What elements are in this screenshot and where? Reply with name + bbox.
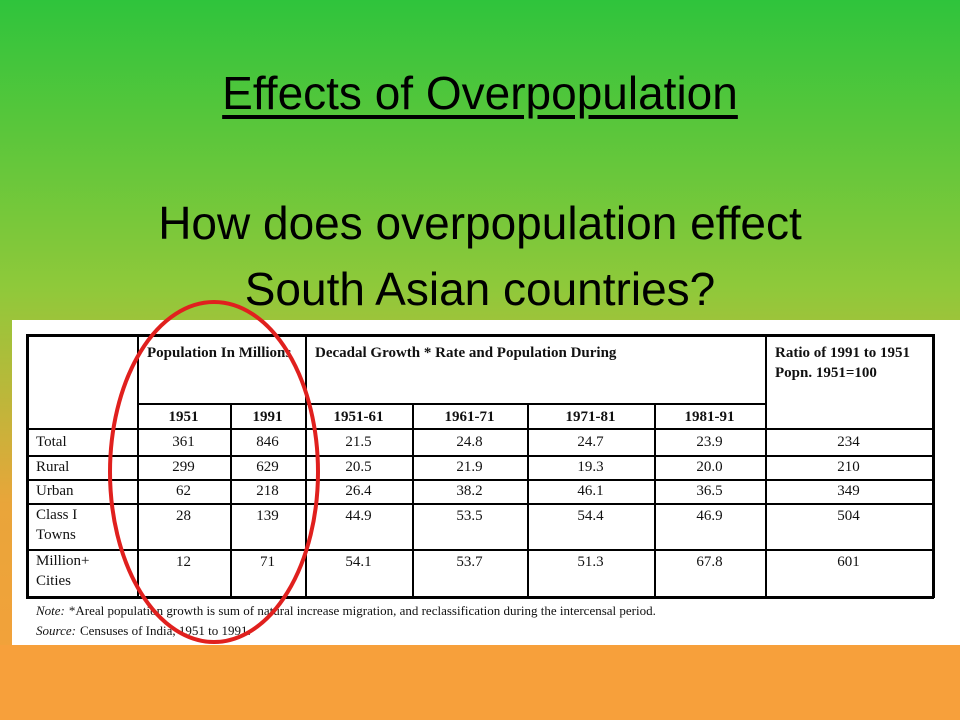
table-rule	[654, 403, 656, 597]
table-rule	[765, 334, 767, 597]
table-cell: 21.5	[345, 434, 372, 450]
source-text: Censuses of India, 1951 to 1991.	[79, 623, 251, 638]
table-cell: 218	[256, 482, 279, 499]
table-cell: 19.3	[577, 458, 604, 475]
table-cell: 24.8	[456, 434, 483, 450]
table-cell: 44.9	[345, 507, 372, 524]
column-header: 1981-91	[684, 409, 735, 425]
table-rule	[932, 334, 935, 598]
note: Note: *Areal population growth is sum of …	[36, 603, 656, 619]
table-cell: 361	[172, 434, 195, 450]
table-rule	[527, 403, 529, 597]
table-cell: 54.4	[577, 507, 604, 524]
row-label-line: Towns	[36, 527, 76, 543]
bottom-band	[0, 645, 960, 720]
table-cell: 20.5	[345, 458, 372, 475]
table-rule	[230, 403, 232, 597]
column-header: 1951-61	[333, 409, 384, 425]
table-cell: 71	[260, 553, 275, 570]
table-cell: 21.9	[456, 458, 483, 475]
row-label: Urban	[26, 479, 137, 503]
note-label: Note:	[36, 603, 65, 618]
table-cell: 46.9	[696, 507, 723, 524]
table-rule	[26, 479, 932, 481]
row-label-line: Total	[36, 434, 67, 450]
table-cell: 28	[176, 507, 191, 524]
table-cell: 26.4	[345, 482, 372, 499]
table-rule	[26, 428, 932, 430]
note-text: *Areal population growth is sum of natur…	[68, 603, 656, 618]
source-label: Source:	[36, 623, 76, 638]
column-header: 1951	[168, 409, 199, 425]
table-rule	[137, 403, 765, 405]
row-label: Million+ Cities	[26, 549, 137, 597]
table-rule	[137, 334, 139, 597]
table-cell: 601	[837, 553, 860, 570]
row-label-line: Cities	[36, 573, 72, 589]
row-label: Rural	[26, 455, 137, 479]
table-rule	[26, 334, 29, 598]
group-header: Population In Millions	[147, 345, 292, 361]
table-cell: 20.0	[696, 458, 723, 475]
table-rule	[26, 455, 932, 457]
table-cell: 62	[176, 482, 191, 499]
table-cell: 139	[256, 507, 279, 524]
table-rule	[412, 403, 414, 597]
group-header: Decadal Growth * Rate and Population Dur…	[315, 345, 617, 361]
row-label-line: Rural	[36, 459, 70, 475]
row-label-line: Class I	[36, 507, 78, 523]
group-header: Ratio of 1991 to 1951 Popn. 1951=100	[775, 345, 910, 381]
row-label: Total	[26, 430, 137, 455]
table-cell: 36.5	[696, 482, 723, 499]
table-rule	[26, 503, 932, 505]
source: Source: Censuses of India, 1951 to 1991.	[36, 623, 251, 639]
table-cell: 53.5	[456, 507, 483, 524]
row-label-line: Urban	[36, 483, 74, 499]
question-line: South Asian countries?	[244, 263, 716, 315]
table-cell: 504	[837, 507, 860, 524]
table-cell: 53.7	[456, 553, 483, 570]
column-header: 1961-71	[444, 409, 495, 425]
table-cell: 38.2	[456, 482, 483, 499]
table-cell: 51.3	[577, 553, 604, 570]
slide-title: Effects of Overpopulation	[222, 67, 738, 119]
question-line: How does overpopulation effect	[158, 197, 802, 249]
table-cell: 67.8	[696, 553, 723, 570]
table-rule	[26, 334, 934, 337]
table-cell: 349	[837, 482, 860, 499]
table-cell: 24.7	[577, 434, 604, 450]
table-cell: 846	[256, 434, 279, 450]
table-rule	[305, 334, 307, 597]
row-label-line: Million+	[36, 553, 90, 569]
table-cell: 46.1	[577, 482, 604, 499]
column-header: 1971-81	[565, 409, 616, 425]
column-header: 1991	[252, 409, 283, 425]
table-cell: 54.1	[345, 553, 372, 570]
table-rule	[26, 549, 932, 551]
table-cell: 234	[837, 434, 860, 450]
table-cell: 299	[172, 458, 195, 475]
table-rule	[26, 596, 934, 599]
table-cell: 210	[837, 458, 860, 475]
table-cell: 629	[256, 458, 279, 475]
table-cell: 23.9	[696, 434, 723, 450]
table-cell: 12	[176, 553, 191, 570]
row-label: Class I Towns	[26, 503, 137, 549]
